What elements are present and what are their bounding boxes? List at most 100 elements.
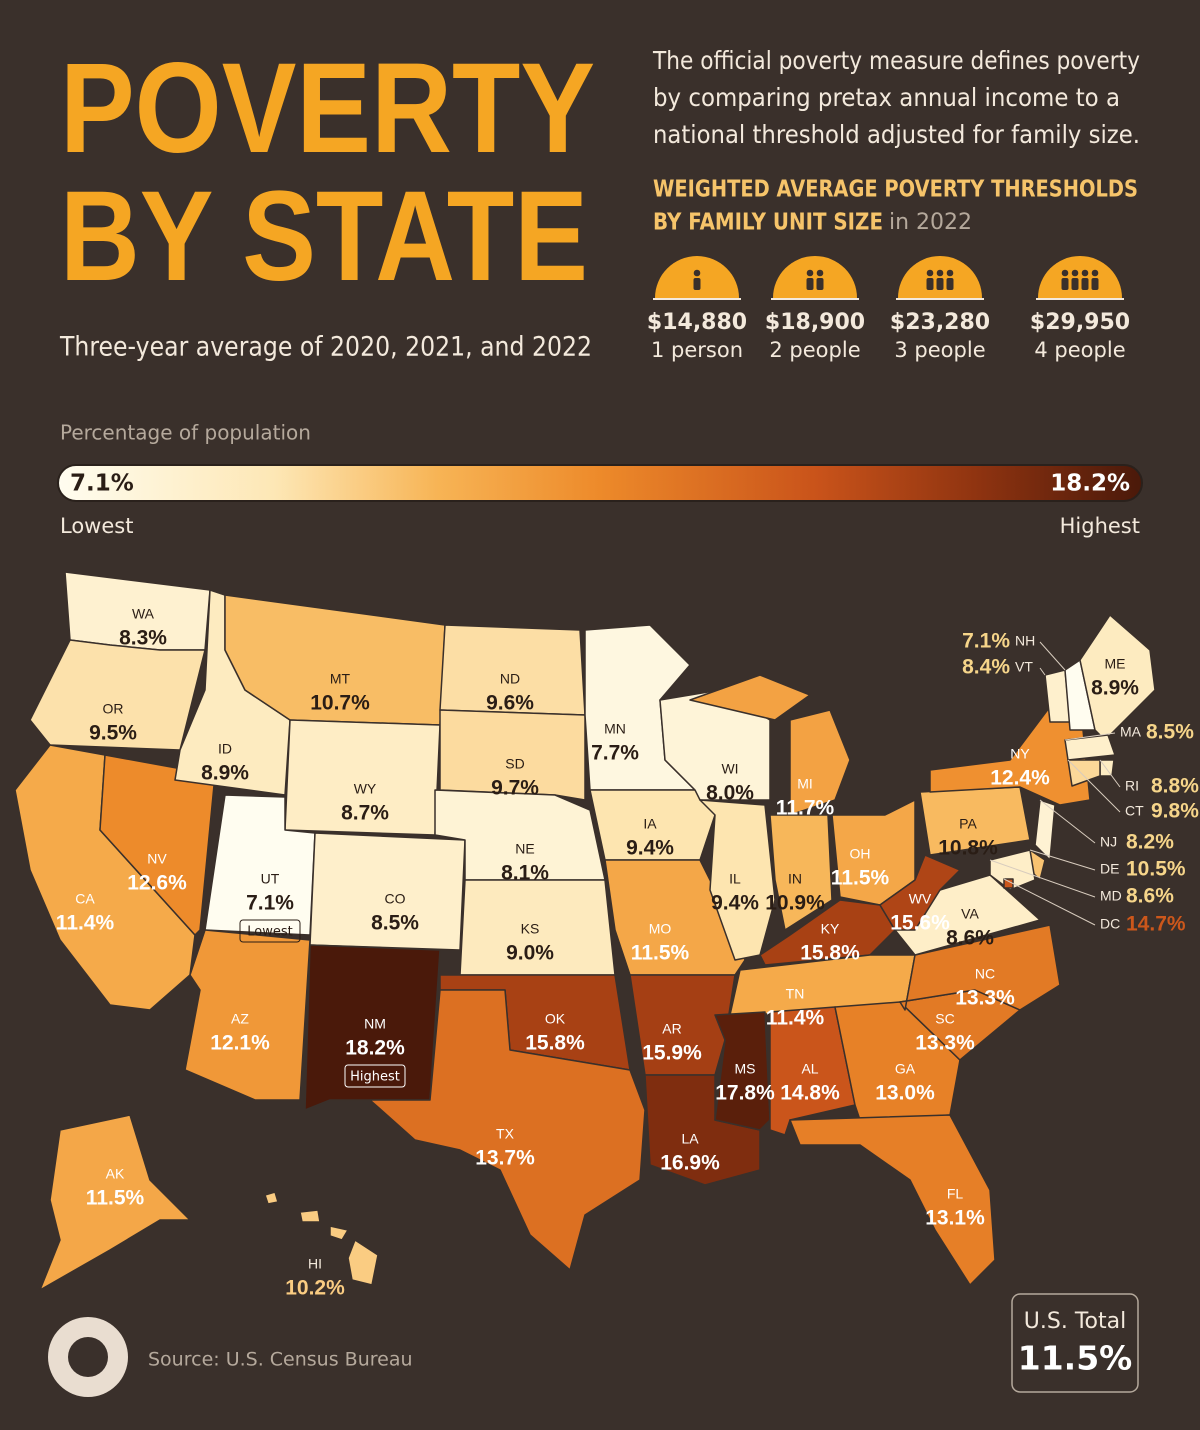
state-value: 7.1% [962,630,1010,653]
state-abbr: MN [604,721,626,737]
state-value: 8.6% [946,927,994,950]
threshold-label: 2 people [769,338,860,362]
state [789,1114,996,1286]
state [439,709,586,801]
state-abbr: KS [521,921,540,937]
state-value: 9.4% [626,837,674,860]
threshold-icon [896,256,984,300]
state-value: 10.2% [285,1277,345,1300]
threshold-dome [1038,256,1122,298]
state-abbr: NM [364,1016,386,1032]
state-abbr: CT [1125,803,1144,819]
state-abbr: HI [308,1256,322,1272]
state-abbr: IL [729,871,741,887]
legend-min: 7.1% [70,471,134,497]
state-value: 7.7% [591,742,639,765]
state [184,929,311,1101]
person-head [816,269,824,277]
state-abbr: AR [662,1021,681,1037]
state-abbr: WV [909,891,932,907]
state-abbr: CO [385,891,406,907]
state [629,974,736,1076]
state-value: 12.4% [990,767,1050,790]
states [14,571,1156,1291]
person-body [806,278,814,290]
state-value: 9.0% [506,942,554,965]
person-head [1091,269,1099,277]
state-value: 11.4% [56,912,115,935]
state-abbr: AZ [231,1011,249,1027]
state [1079,614,1156,741]
threshold-icon [1036,256,1124,300]
state [714,1011,771,1131]
state-value: 8.8% [1151,775,1199,798]
person-body [946,278,954,290]
state-abbr: NY [1010,746,1030,762]
state-value: 13.3% [915,1032,975,1055]
logo [48,1317,128,1397]
state-abbr: OR [103,701,124,717]
state-value: 8.9% [201,762,249,785]
person-head [926,269,934,277]
state [1003,878,1014,889]
person-head [936,269,944,277]
state-value: 10.5% [1126,858,1186,881]
state-value: 13.1% [925,1207,985,1230]
state-abbr: TX [496,1126,515,1142]
state-value: 8.7% [341,802,389,825]
threshold-amount: $29,950 [1030,310,1130,335]
state-value: 11.4% [766,1007,825,1030]
state-abbr: WY [354,781,377,797]
state-abbr: TN [786,986,805,1002]
state-abbr: ME [1105,656,1126,672]
state-value: 8.3% [119,627,167,650]
threshold-label: 4 people [1034,338,1125,362]
threshold-label: 1 person [651,338,743,362]
total-box [1011,1293,1139,1393]
state-value: 8.5% [1146,721,1194,744]
state [1034,799,1056,861]
legend-title: Percentage of population [60,421,311,445]
person-head [1061,269,1069,277]
state [264,1191,379,1286]
state-value: 8.6% [1126,885,1174,908]
state-labels: WA 8.3% OR 9.5% CA 11.4% NV 12.6% ID 8.9% MT 10.7% W… [56,606,1199,1300]
threshold-icon [771,256,859,300]
state-abbr: GA [895,1061,916,1077]
state-value: 8.9% [1091,677,1139,700]
state-badge-box [239,919,301,943]
state-value: 18.2% [345,1037,405,1060]
state-abbr: NJ [1100,834,1117,850]
state-abbr: NV [147,851,167,867]
state-abbr: CA [75,891,95,907]
state-abbr: RI [1125,778,1139,794]
subtitle: Three-year average of 2020, 2021, and 20… [59,332,592,363]
state-abbr: SD [505,756,524,772]
leader-line [1003,878,1096,926]
state-abbr: MT [330,671,351,687]
person-body [1091,278,1099,290]
state-value: 8.1% [501,862,549,885]
state-value: 9.8% [1151,800,1199,823]
state-value: 12.1% [210,1032,270,1055]
state-abbr: IN [788,871,802,887]
state-abbr: MA [1120,724,1142,740]
threshold-label: 3 people [894,338,985,362]
state-value: 14.7% [1126,913,1186,936]
state-abbr: IA [643,816,657,832]
threshold-amount: $23,280 [890,310,990,335]
source: Source: U.S. Census Bureau [148,1349,413,1371]
state-abbr: NE [515,841,534,857]
state-abbr: KY [821,921,840,937]
state-abbr: SC [935,1011,954,1027]
leader-line [1039,667,1046,676]
state-abbr: UT [261,871,280,887]
state-value: 9.7% [491,777,539,800]
state-abbr: LA [681,1131,699,1147]
person-body [693,278,701,290]
state [689,674,851,816]
threshold-dome [898,256,982,298]
intro-line: by comparing pretax annual income to a [653,83,1120,112]
state-value: 9.5% [89,722,137,745]
